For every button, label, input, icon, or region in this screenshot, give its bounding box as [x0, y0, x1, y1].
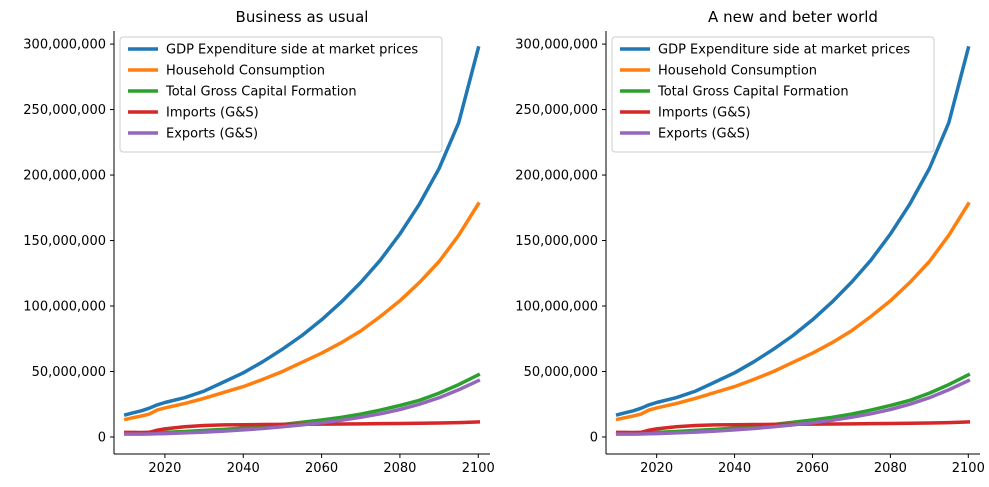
x-tick-label: 2060: [305, 461, 338, 476]
chart-title: A new and beter world: [708, 8, 878, 26]
chart-panel-1: Business as usual 0 50,000,000 100,000,000 1…: [23, 8, 495, 476]
legend-label: Household Consumption: [166, 64, 325, 79]
legend: GDP Expenditure side at market prices Hou…: [611, 36, 935, 153]
x-tick-label: 2060: [796, 461, 829, 476]
y-tick-label: 50,000,000: [32, 365, 106, 380]
legend-label: GDP Expenditure side at market prices: [166, 43, 418, 58]
series-line: [615, 201, 971, 422]
series-line: [123, 201, 481, 422]
legend-label: Imports (G&S): [166, 106, 259, 121]
series-line: [124, 420, 481, 435]
y-tick-label: 100,000,000: [23, 300, 106, 315]
y-tick-label: 0: [98, 430, 106, 445]
chart-panel-2: A new and beter world 0 50,000,000 100,000,…: [515, 8, 985, 476]
y-tick-label: 250,000,000: [515, 103, 598, 118]
y-tick-label: 150,000,000: [23, 234, 106, 249]
y-tick-label: 100,000,000: [515, 300, 598, 315]
legend-label: GDP Expenditure side at market prices: [658, 43, 910, 58]
x-tick-label: 2080: [874, 461, 907, 476]
chart-title: Business as usual: [236, 8, 369, 26]
series-line: [123, 45, 481, 417]
x-tick-label: 2040: [227, 461, 260, 476]
series-line: [615, 45, 971, 417]
legend-label: Imports (G&S): [658, 106, 751, 121]
y-tick-label: 300,000,000: [23, 38, 106, 53]
y-tick-label: 250,000,000: [23, 103, 106, 118]
x-tick-label: 2020: [640, 461, 673, 476]
x-tick-label: 2020: [148, 461, 181, 476]
x-tick-label: 2100: [462, 461, 495, 476]
x-tick-label: 2080: [383, 461, 416, 476]
series-line: [124, 378, 481, 436]
y-tick-label: 200,000,000: [23, 169, 106, 184]
legend-label: Exports (G&S): [166, 127, 258, 142]
x-tick-label: 2040: [718, 461, 751, 476]
legend-label: Total Gross Capital Formation: [657, 85, 849, 100]
legend-label: Exports (G&S): [658, 127, 750, 142]
series-line: [615, 420, 971, 435]
legend-label: Household Consumption: [658, 64, 817, 79]
y-tick-label: 0: [590, 430, 598, 445]
y-tick-label: 150,000,000: [515, 234, 598, 249]
series-line: [615, 378, 971, 436]
x-tick-label: 2100: [952, 461, 985, 476]
y-tick-label: 300,000,000: [515, 38, 598, 53]
legend: GDP Expenditure side at market prices Hou…: [119, 36, 443, 153]
y-tick-label: 50,000,000: [524, 365, 598, 380]
y-tick-label: 200,000,000: [515, 169, 598, 184]
legend-label: Total Gross Capital Formation: [165, 85, 357, 100]
series-lines: [123, 45, 481, 436]
legend-frame: [119, 36, 443, 153]
legend-frame: [611, 36, 935, 153]
series-lines: [615, 45, 971, 436]
